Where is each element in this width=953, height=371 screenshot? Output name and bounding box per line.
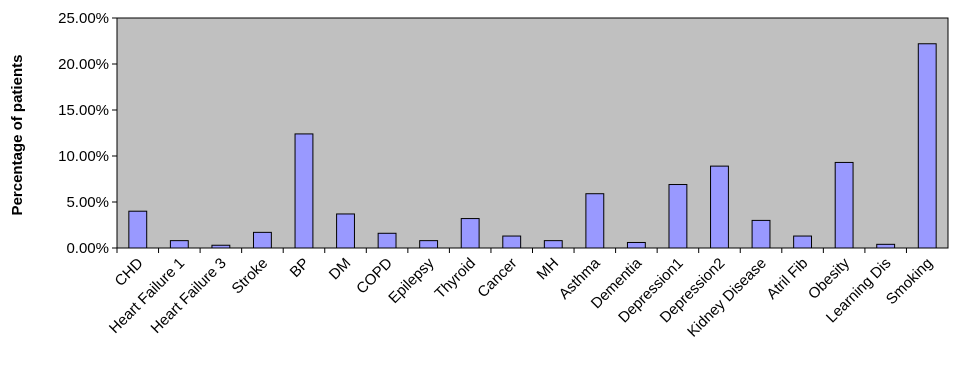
x-category-label: Epilepsy bbox=[385, 254, 437, 306]
bar-copd bbox=[377, 232, 397, 249]
bar-kidney-disease bbox=[751, 219, 771, 249]
bar-stroke bbox=[252, 231, 272, 249]
bar-smoking bbox=[917, 43, 937, 249]
x-category-label: BP bbox=[287, 255, 313, 281]
bar-thyroid bbox=[460, 218, 480, 249]
bar-atril-fib bbox=[793, 235, 813, 249]
plot-area bbox=[116, 17, 949, 249]
bar-epilepsy bbox=[419, 240, 439, 249]
x-category-label: Stroke bbox=[229, 255, 272, 298]
bar-asthma bbox=[585, 193, 605, 249]
y-axis-title: Percentage of patients bbox=[9, 55, 26, 216]
bar-cancer bbox=[502, 235, 522, 249]
bar-mh bbox=[543, 240, 563, 249]
bar-dm bbox=[336, 213, 355, 249]
bars bbox=[128, 43, 937, 249]
x-category-label: CHD bbox=[112, 255, 147, 290]
bar-bp bbox=[294, 133, 314, 249]
x-category-label: Thyroid bbox=[432, 255, 479, 302]
y-tick-label: 10.00% bbox=[58, 148, 109, 165]
x-category-label: Heart Failure 3 bbox=[148, 255, 230, 337]
bar-depression2 bbox=[710, 165, 729, 249]
bar-dementia bbox=[626, 241, 646, 249]
x-category-label: Smoking bbox=[883, 255, 936, 308]
y-axis-ticks: 0.00% 5.00% 10.00% 15.00% 20.00% 25.00% bbox=[58, 10, 117, 257]
x-category-label: Atril Fib bbox=[763, 255, 811, 303]
y-tick-label: 15.00% bbox=[58, 102, 109, 119]
y-tick-label: 25.00% bbox=[58, 10, 109, 27]
bar-learning-dis bbox=[876, 243, 896, 249]
bar-heart-failure-3 bbox=[211, 244, 231, 249]
x-category-label: DM bbox=[326, 255, 355, 284]
bar-obesity bbox=[834, 161, 854, 249]
bar-chd bbox=[128, 210, 148, 249]
x-category-label: MH bbox=[534, 255, 563, 284]
y-tick-label: 0.00% bbox=[66, 240, 109, 257]
bar-depression1 bbox=[668, 184, 688, 249]
bar-heart-failure-1 bbox=[169, 240, 189, 249]
y-tick-label: 20.00% bbox=[58, 56, 109, 73]
x-category-label: Cancer bbox=[474, 255, 520, 301]
y-tick-label: 5.00% bbox=[66, 194, 109, 211]
